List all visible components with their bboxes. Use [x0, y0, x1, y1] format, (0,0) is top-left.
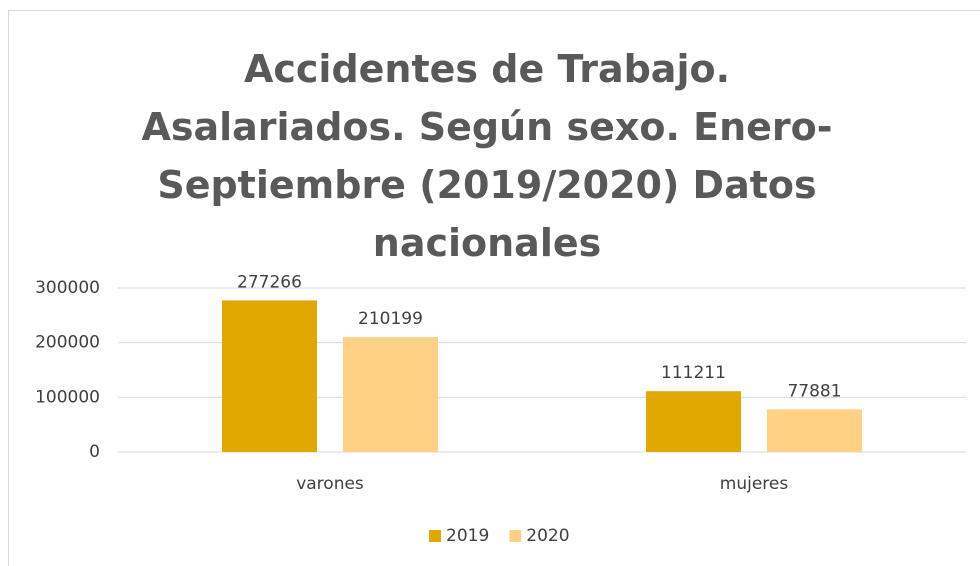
legend-label: 2020 — [526, 526, 569, 546]
bar — [343, 337, 438, 452]
legend-swatch — [509, 530, 522, 542]
data-label: 111211 — [661, 363, 726, 383]
chart-title: Accidentes de Trabajo. Asalariados. Segú… — [141, 47, 833, 265]
data-label: 277266 — [237, 272, 302, 292]
bar — [646, 391, 741, 452]
y-tick-label: 0 — [89, 442, 100, 462]
chart-border — [8, 10, 980, 566]
y-tick-label: 200000 — [35, 333, 100, 353]
x-tick-label: varones — [296, 474, 364, 494]
x-tick-label: mujeres — [720, 474, 789, 494]
data-label: 210199 — [358, 309, 423, 329]
legend-swatch — [429, 530, 441, 542]
bar — [767, 409, 862, 452]
data-label: 77881 — [787, 381, 841, 401]
y-tick-label: 100000 — [35, 387, 100, 407]
legend-label: 2019 — [446, 526, 489, 546]
y-tick-label: 300000 — [35, 278, 100, 298]
bar — [222, 300, 317, 452]
